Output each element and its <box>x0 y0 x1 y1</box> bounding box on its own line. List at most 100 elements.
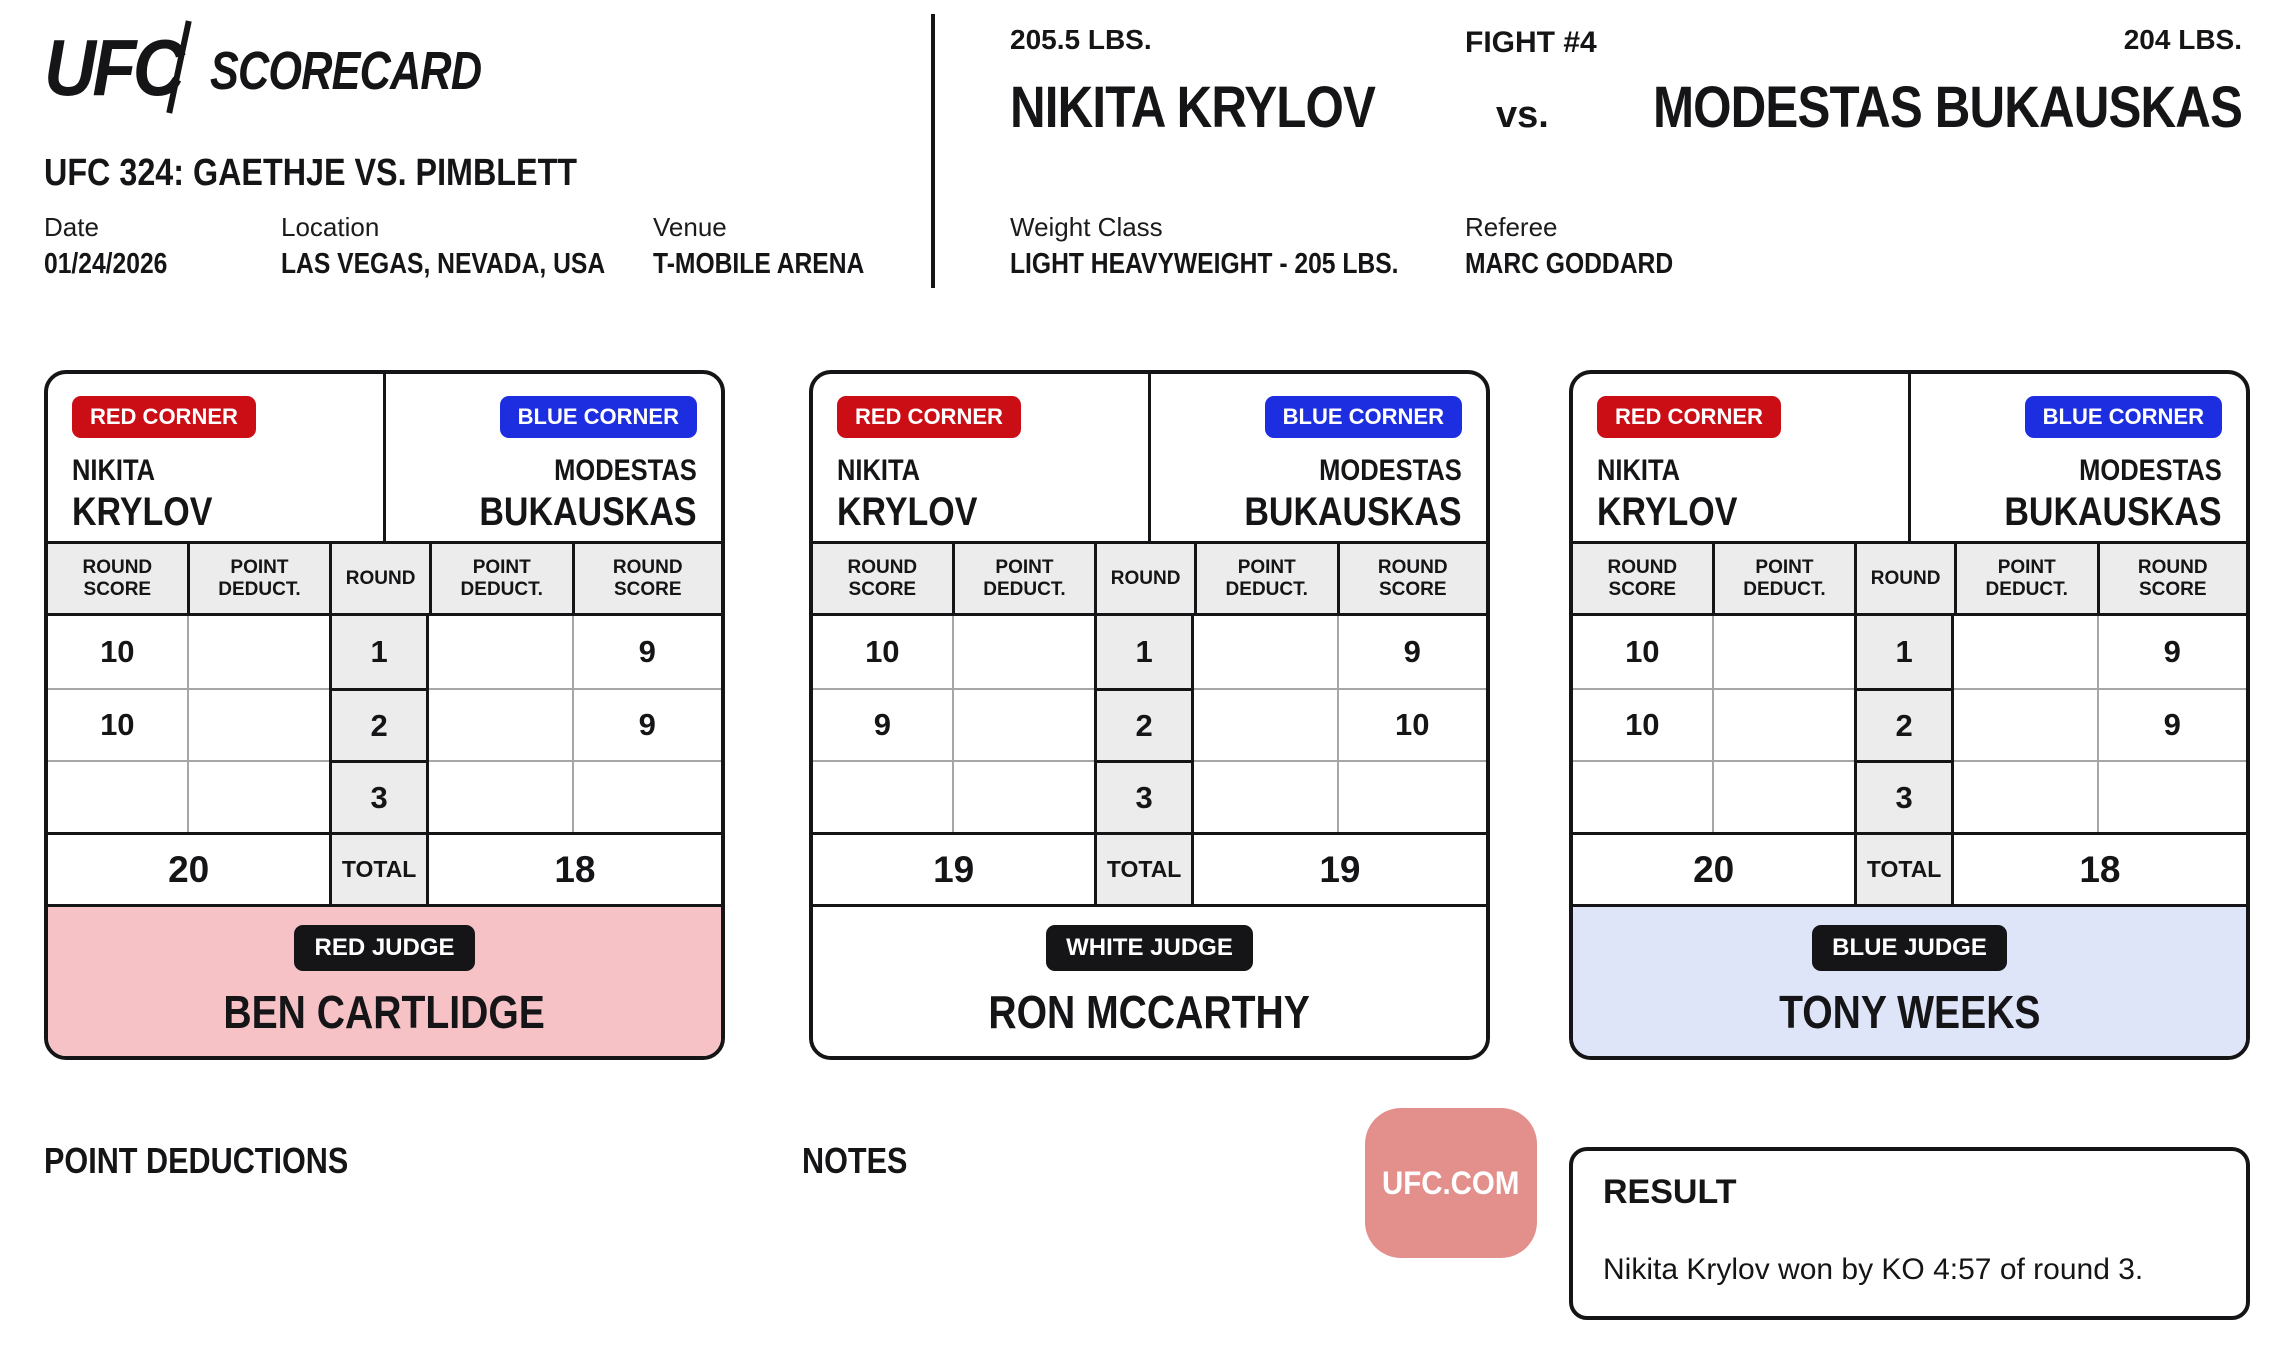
blue-fighter-weight: 204 LBS. <box>2123 24 2242 55</box>
blue-last-name: BUKAUSKAS <box>2004 490 2222 534</box>
card-fighters-header: RED CORNER NIKITA KRYLOV BLUE CORNER MOD… <box>813 374 1486 544</box>
ufc-com-logo-text: UFC.COM <box>1382 1164 1520 1201</box>
notes-heading: NOTES <box>802 1140 908 1181</box>
date-label: Date <box>44 212 99 242</box>
header-vertical-divider <box>931 14 935 288</box>
point-deduct-blue <box>428 760 572 832</box>
total-label: TOTAL <box>329 832 429 904</box>
round-number: 1 <box>1094 616 1194 688</box>
ufc-com-logo: UFC.COM <box>1365 1108 1537 1258</box>
red-first-name: NIKITA <box>1597 454 1681 487</box>
point-deduct-red <box>951 616 1095 688</box>
blue-corner-badge: BLUE CORNER <box>2024 396 2222 438</box>
blue-corner-badge: BLUE CORNER <box>1264 396 1462 438</box>
blue-corner-badge: BLUE CORNER <box>499 396 697 438</box>
judge-footer: WHITE JUDGE RON MCCARTHY <box>813 904 1486 1056</box>
red-total-score: 20 <box>1573 832 1855 904</box>
round-number: 1 <box>1854 616 1954 688</box>
col-header-round-score-blue: ROUND SCORE <box>2096 544 2246 616</box>
blue-last-name: BUKAUSKAS <box>479 490 697 534</box>
col-header-round-score-red: ROUND SCORE <box>48 544 187 616</box>
point-deduct-blue <box>1953 616 2097 688</box>
col-header-round-score-blue: ROUND SCORE <box>571 544 721 616</box>
corner-divider <box>1148 374 1151 541</box>
round-score-blue <box>1336 760 1486 832</box>
judge-type-badge: RED JUDGE <box>294 924 475 971</box>
result-text: Nikita Krylov won by KO 4:57 of round 3. <box>1603 1253 2144 1286</box>
round-score-red: 10 <box>48 688 187 760</box>
blue-first-name: MODESTAS <box>554 454 697 487</box>
round-score-red: 10 <box>1573 616 1712 688</box>
red-corner-badge: RED CORNER <box>837 396 1021 438</box>
red-last-name: KRYLOV <box>837 490 978 534</box>
judge-type-badge: WHITE JUDGE <box>1046 924 1253 971</box>
blue-total-score: 19 <box>1193 832 1486 904</box>
red-fighter-name: NIKITA KRYLOV <box>1010 75 1376 140</box>
judge-type-badge: BLUE JUDGE <box>1812 924 2007 971</box>
fight-number: FIGHT #4 <box>1465 26 1597 59</box>
col-header-point-deduct-red: POINT DEDUCT. <box>951 544 1095 616</box>
blue-corner-block: BLUE CORNER MODESTAS BUKAUSKAS <box>385 374 722 541</box>
judge-scorecard-white: RED CORNER NIKITA KRYLOV BLUE CORNER MOD… <box>809 370 1490 1060</box>
round-score-blue: 9 <box>2096 616 2246 688</box>
point-deduct-blue <box>1953 760 2097 832</box>
referee-value: MARC GODDARD <box>1465 248 1674 280</box>
point-deduct-blue <box>1193 760 1337 832</box>
corner-divider <box>1908 374 1911 541</box>
point-deduct-blue <box>428 688 572 760</box>
red-corner-block: RED CORNER NIKITA KRYLOV <box>1573 374 1910 541</box>
col-header-round-score-red: ROUND SCORE <box>1573 544 1712 616</box>
weight-class-label: Weight Class <box>1010 212 1163 242</box>
blue-total-score: 18 <box>1953 832 2246 904</box>
col-header-point-deduct-red: POINT DEDUCT. <box>186 544 330 616</box>
location-value: LAS VEGAS, NEVADA, USA <box>281 248 606 280</box>
round-number: 3 <box>329 760 429 832</box>
result-box: RESULT Nikita Krylov won by KO 4:57 of r… <box>1569 1147 2250 1320</box>
blue-last-name: BUKAUSKAS <box>1244 490 1462 534</box>
col-header-point-deduct-blue: POINT DEDUCT. <box>1953 544 2097 616</box>
point-deductions-heading: POINT DEDUCTIONS <box>44 1140 349 1181</box>
ufc-logo: UFC <box>44 23 185 112</box>
red-fighter-weight: 205.5 LBS. <box>1010 24 1152 55</box>
total-label: TOTAL <box>1094 832 1194 904</box>
point-deduct-blue <box>428 616 572 688</box>
blue-first-name: MODESTAS <box>1319 454 1462 487</box>
judge-name: RON MCCARTHY <box>988 985 1311 1038</box>
red-total-score: 19 <box>813 832 1095 904</box>
round-score-red: 10 <box>1573 688 1712 760</box>
point-deduct-red <box>1711 688 1855 760</box>
round-score-red: 9 <box>813 688 952 760</box>
blue-corner-block: BLUE CORNER MODESTAS BUKAUSKAS <box>1910 374 2247 541</box>
judge-name: TONY WEEKS <box>1778 985 2041 1038</box>
round-score-blue <box>2096 760 2246 832</box>
col-header-round: ROUND <box>329 544 429 616</box>
round-score-blue: 9 <box>571 616 721 688</box>
round-score-blue: 9 <box>2096 688 2246 760</box>
col-header-point-deduct-blue: POINT DEDUCT. <box>428 544 572 616</box>
point-deduct-red <box>951 688 1095 760</box>
point-deduct-red <box>1711 760 1855 832</box>
col-header-round-score-blue: ROUND SCORE <box>1336 544 1486 616</box>
blue-fighter-name: MODESTAS BUKAUSKAS <box>1652 75 2243 140</box>
col-header-round: ROUND <box>1094 544 1194 616</box>
judge-name: BEN CARTLIDGE <box>223 985 546 1038</box>
score-table: ROUND SCORE POINT DEDUCT. ROUND POINT DE… <box>1573 544 2246 904</box>
judge-footer: BLUE JUDGE TONY WEEKS <box>1573 904 2246 1056</box>
event-title: UFC 324: GAETHJE VS. PIMBLETT <box>44 152 578 194</box>
card-fighters-header: RED CORNER NIKITA KRYLOV BLUE CORNER MOD… <box>1573 374 2246 544</box>
date-value: 01/24/2026 <box>44 248 168 280</box>
blue-first-name: MODESTAS <box>2079 454 2222 487</box>
red-corner-badge: RED CORNER <box>1597 396 1781 438</box>
corner-divider <box>383 374 386 541</box>
red-corner-block: RED CORNER NIKITA KRYLOV <box>813 374 1150 541</box>
col-header-round: ROUND <box>1854 544 1954 616</box>
judge-scorecard-blue: RED CORNER NIKITA KRYLOV BLUE CORNER MOD… <box>1569 370 2250 1060</box>
red-last-name: KRYLOV <box>1597 490 1738 534</box>
point-deduct-blue <box>1193 616 1337 688</box>
round-score-blue: 10 <box>1336 688 1486 760</box>
round-number: 2 <box>329 688 429 760</box>
card-fighters-header: RED CORNER NIKITA KRYLOV BLUE CORNER MOD… <box>48 374 721 544</box>
round-score-red <box>1573 760 1712 832</box>
point-deduct-blue <box>1193 688 1337 760</box>
weight-class-value: LIGHT HEAVYWEIGHT - 205 LBS. <box>1010 248 1399 280</box>
